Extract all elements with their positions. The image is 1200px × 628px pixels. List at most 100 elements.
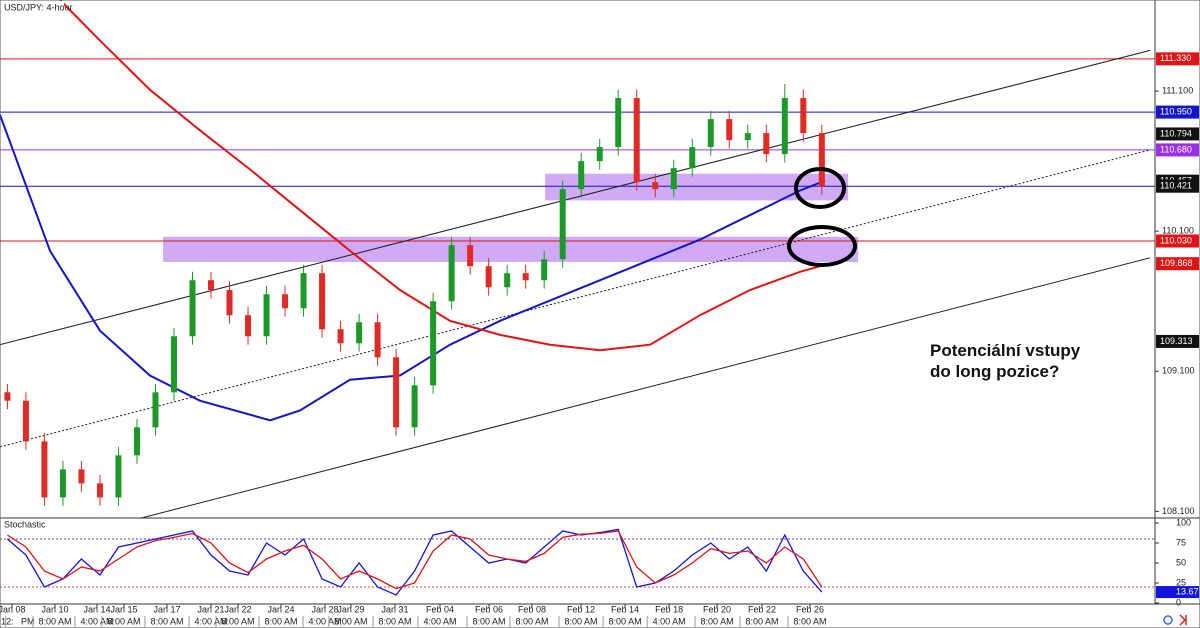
candle-body xyxy=(189,280,196,337)
value-label-box xyxy=(1156,586,1199,599)
candle-body xyxy=(152,392,159,428)
candle-body xyxy=(282,294,289,309)
y-tick-label: 0 xyxy=(1176,597,1181,607)
candle-body xyxy=(763,133,770,155)
candle-body xyxy=(485,266,492,288)
candle-body xyxy=(781,98,788,155)
candle-body xyxy=(522,273,529,281)
x-tick-label: Jan 14 xyxy=(83,604,110,614)
candle-body xyxy=(59,469,66,498)
time-tick-label: 4:00 AM xyxy=(653,616,686,626)
candle-body xyxy=(596,147,603,162)
candle-body xyxy=(726,119,733,141)
moving-average xyxy=(59,0,826,352)
time-tick-label: 8:00 AM xyxy=(222,616,255,626)
time-tick-label: 4:00 AM xyxy=(194,616,227,626)
candle-body xyxy=(615,98,622,148)
highlight-ellipse xyxy=(794,167,846,209)
price-label: 110.421 xyxy=(1160,181,1192,191)
candle-body xyxy=(96,483,103,498)
time-tick-label: 8:00 AM xyxy=(515,616,548,626)
time-tick-label: 8:00 AM xyxy=(38,616,71,626)
candle-body xyxy=(541,259,548,281)
time-tick-label: 12: xyxy=(1,616,14,626)
chart-title: USD/JPY: 4-hour xyxy=(4,2,73,12)
candle-body xyxy=(300,273,307,309)
x-tick-label: Jan 22 xyxy=(225,604,252,614)
price-label-box xyxy=(1156,105,1199,119)
candle-body xyxy=(800,98,807,134)
x-tick-label: Feb 06 xyxy=(475,604,503,614)
price-label: 110.794 xyxy=(1160,128,1192,138)
icon[interactable] xyxy=(1179,614,1187,626)
price-label-box xyxy=(1156,143,1199,157)
trend-line xyxy=(139,257,1151,519)
candle-body xyxy=(133,427,140,456)
candle-body xyxy=(670,168,677,190)
time-tick-label: 8:00 AM xyxy=(565,616,598,626)
time-tick-label: 8:00 AM xyxy=(107,616,140,626)
highlight-ellipse xyxy=(787,225,857,267)
time-tick-label: 8:00 AM xyxy=(334,616,367,626)
price-label: 110.680 xyxy=(1160,144,1192,154)
candle-body xyxy=(430,301,437,386)
candle-body xyxy=(467,245,474,267)
x-tick-label: Jan 10 xyxy=(41,604,68,614)
candle-body xyxy=(393,357,400,428)
candle-body xyxy=(337,329,344,344)
time-tick-label: 8:00 AM xyxy=(473,616,506,626)
value-label: 13.67 xyxy=(1176,586,1199,596)
y-tick-label: 108.100 xyxy=(1162,506,1195,516)
y-tick-label: 100 xyxy=(1176,517,1191,527)
candle-body xyxy=(689,147,696,169)
time-tick-label: 8:00 AM xyxy=(264,616,297,626)
candle-body xyxy=(374,322,381,358)
price-label-box xyxy=(1156,234,1199,248)
candle-body xyxy=(818,133,825,187)
candle-body xyxy=(22,400,29,442)
candle-body xyxy=(356,322,363,344)
time-tick-label: 8:00 AM xyxy=(793,616,826,626)
y-tick-label: 109.100 xyxy=(1162,366,1195,376)
time-tick-label: 8:00 AM xyxy=(746,616,779,626)
icon[interactable] xyxy=(1163,615,1173,625)
y-tick-label: 110.100 xyxy=(1162,226,1194,236)
price-label-box xyxy=(1156,334,1199,348)
stochastic-line xyxy=(6,528,823,596)
x-tick-label: Jan 17 xyxy=(153,604,180,614)
candle-body xyxy=(652,182,659,190)
title-bg xyxy=(2,1,64,14)
time-tick-label: 8:00 AM xyxy=(378,616,411,626)
price-label: 109.313 xyxy=(1160,336,1193,346)
annotation: do long pozice? xyxy=(930,362,1059,381)
candle-body xyxy=(208,280,215,291)
time-tick-label: PM xyxy=(21,616,35,626)
candle-body xyxy=(41,441,48,498)
moving-average xyxy=(0,114,826,422)
price-label: 111.330 xyxy=(1160,53,1191,63)
x-tick-label: Feb 26 xyxy=(796,604,824,614)
y-tick-label: 75 xyxy=(1176,537,1186,547)
y-tick-label: 50 xyxy=(1176,557,1186,567)
candle-body xyxy=(744,133,751,141)
candle-body xyxy=(78,469,85,484)
price-label: 110.950 xyxy=(1160,106,1192,116)
x-tick-label: Jan 28 xyxy=(312,604,339,614)
x-tick-label: Feb 04 xyxy=(426,604,454,614)
price-label-box xyxy=(1156,179,1199,193)
time-tick-label: 4:00 AM xyxy=(80,616,113,626)
time-tick-label: 4:00 AM xyxy=(309,616,342,626)
time-tick-label: 8:00 AM xyxy=(150,616,183,626)
candle-body xyxy=(559,189,566,260)
x-tick-label: Feb 18 xyxy=(655,604,683,614)
y-tick-label: 111.100 xyxy=(1162,85,1193,95)
x-tick-label: Feb 12 xyxy=(567,604,595,614)
toolbar-icons[interactable] xyxy=(1163,614,1187,626)
x-tick-label: Jan 24 xyxy=(267,604,294,614)
panel-title: Stochastic xyxy=(4,519,46,529)
price-label: 109.868 xyxy=(1160,258,1193,268)
x-tick-label: Jan 29 xyxy=(337,604,364,614)
candle-body xyxy=(633,98,640,183)
